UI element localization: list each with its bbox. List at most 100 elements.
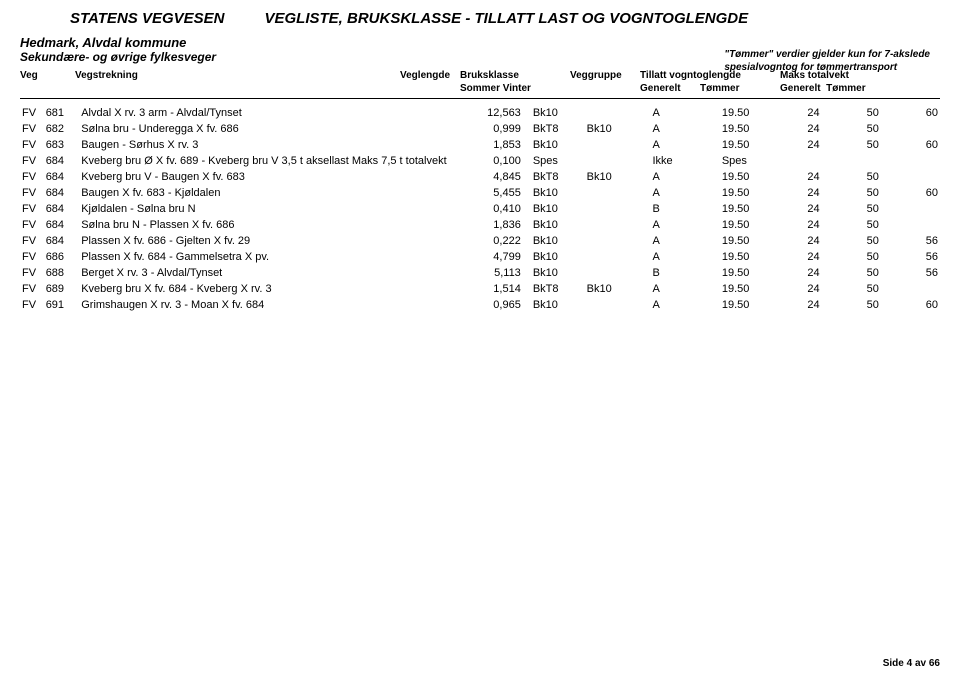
cell-vinter: Bk10 [585, 281, 639, 297]
cell-maks-gen: 50 [838, 249, 897, 265]
cell-fv: FV [20, 265, 44, 281]
cell-gruppe: A [638, 233, 713, 249]
cell-num: 684 [44, 233, 80, 249]
cell-generelt: 19.50 [714, 185, 779, 201]
cell-desc: Alvdal X rv. 3 arm - Alvdal/Tynset [79, 105, 477, 121]
col-vegstrekning: Vegstrekning [75, 70, 400, 81]
cell-num: 681 [44, 105, 80, 121]
cell-gruppe: B [638, 201, 713, 217]
header-divider [20, 98, 940, 99]
cell-sommer: Bk10 [531, 249, 585, 265]
cell-generelt: 19.50 [714, 105, 779, 121]
cell-generelt: 19.50 [714, 249, 779, 265]
cell-num: 689 [44, 281, 80, 297]
cell-generelt: 19.50 [714, 297, 779, 313]
col-tillatt-gen: Generelt [640, 83, 681, 94]
cell-vinter [585, 249, 639, 265]
cell-desc: Berget X rv. 3 - Alvdal/Tynset [79, 265, 477, 281]
cell-desc: Baugen - Sørhus X rv. 3 [79, 137, 477, 153]
cell-desc: Plassen X fv. 684 - Gammelsetra X pv. [79, 249, 477, 265]
cell-gruppe: A [638, 249, 713, 265]
cell-desc: Plassen X fv. 686 - Gjelten X fv. 29 [79, 233, 477, 249]
cell-vinter [585, 297, 639, 313]
cell-gruppe: A [638, 105, 713, 121]
cell-sommer: Bk10 [531, 137, 585, 153]
cell-desc: Baugen X fv. 683 - Kjøldalen [79, 185, 477, 201]
cell-maks-tom: 60 [897, 137, 940, 153]
col-bruk-sub: Sommer Vinter [460, 83, 570, 94]
cell-sommer: BkT8 [531, 281, 585, 297]
header-top: STATENS VEGVESEN VEGLISTE, BRUKSKLASSE -… [20, 10, 940, 27]
cell-desc: Kveberg bru X fv. 684 - Kveberg X rv. 3 [79, 281, 477, 297]
table-row: FV684Kveberg bru Ø X fv. 689 - Kveberg b… [20, 153, 940, 169]
cell-gruppe: A [638, 137, 713, 153]
cell-sommer: BkT8 [531, 169, 585, 185]
cell-vinter [585, 137, 639, 153]
cell-gruppe: A [638, 217, 713, 233]
cell-len: 0,999 [477, 121, 531, 137]
cell-len: 1,853 [477, 137, 531, 153]
cell-generelt: 19.50 [714, 121, 779, 137]
cell-vinter [585, 105, 639, 121]
cell-len: 0,100 [477, 153, 531, 169]
cell-len: 0,965 [477, 297, 531, 313]
cell-tommer: 24 [778, 233, 837, 249]
cell-num: 686 [44, 249, 80, 265]
cell-desc: Sølna bru - Underegga X fv. 686 [79, 121, 477, 137]
cell-maks-gen: 50 [838, 121, 897, 137]
cell-tommer: 24 [778, 137, 837, 153]
cell-gruppe: A [638, 281, 713, 297]
cell-tommer: 24 [778, 121, 837, 137]
cell-maks-gen: 50 [838, 137, 897, 153]
cell-desc: Sølna bru N - Plassen X fv. 686 [79, 217, 477, 233]
cell-len: 0,410 [477, 201, 531, 217]
cell-maks-tom: 60 [897, 185, 940, 201]
cell-gruppe: A [638, 297, 713, 313]
cell-sommer: Bk10 [531, 201, 585, 217]
agency-title: STATENS VEGVESEN [70, 10, 224, 27]
cell-vinter [585, 201, 639, 217]
table-row: FV682Sølna bru - Underegga X fv. 6860,99… [20, 121, 940, 137]
cell-maks-tom: 56 [897, 233, 940, 249]
cell-sommer: Bk10 [531, 297, 585, 313]
cell-maks-tom [897, 153, 940, 169]
cell-maks-gen [838, 153, 897, 169]
cell-num: 691 [44, 297, 80, 313]
cell-len: 1,836 [477, 217, 531, 233]
cell-tommer: 24 [778, 297, 837, 313]
cell-len: 1,514 [477, 281, 531, 297]
col-veg: Veg [20, 70, 75, 81]
cell-sommer: Bk10 [531, 265, 585, 281]
cell-len: 0,222 [477, 233, 531, 249]
cell-maks-gen: 50 [838, 105, 897, 121]
cell-fv: FV [20, 137, 44, 153]
col-bruksklasse: Bruksklasse [460, 70, 570, 81]
cell-gruppe: A [638, 121, 713, 137]
main-title: VEGLISTE, BRUKSKLASSE - TILLATT LAST OG … [264, 10, 748, 27]
cell-desc: Kveberg bru V - Baugen X fv. 683 [79, 169, 477, 185]
cell-fv: FV [20, 249, 44, 265]
cell-maks-tom [897, 169, 940, 185]
cell-fv: FV [20, 297, 44, 313]
cell-vinter [585, 217, 639, 233]
cell-num: 684 [44, 153, 80, 169]
cell-generelt: 19.50 [714, 137, 779, 153]
cell-len: 4,845 [477, 169, 531, 185]
cell-maks-tom: 60 [897, 297, 940, 313]
cell-sommer: Bk10 [531, 105, 585, 121]
cell-desc: Kjøldalen - Sølna bru N [79, 201, 477, 217]
cell-fv: FV [20, 105, 44, 121]
note-line2: spesialvogntog for tømmertransport [724, 61, 930, 74]
page-footer: Side 4 av 66 [883, 658, 940, 669]
cell-maks-tom [897, 201, 940, 217]
cell-generelt: Spes [714, 153, 779, 169]
cell-fv: FV [20, 153, 44, 169]
cell-len: 12,563 [477, 105, 531, 121]
cell-gruppe: A [638, 169, 713, 185]
note-line1: "Tømmer" verdier gjelder kun for 7-aksle… [724, 48, 930, 61]
table-row: FV684Sølna bru N - Plassen X fv. 6861,83… [20, 217, 940, 233]
cell-vinter [585, 153, 639, 169]
cell-gruppe: A [638, 185, 713, 201]
cell-len: 5,455 [477, 185, 531, 201]
cell-maks-gen: 50 [838, 217, 897, 233]
